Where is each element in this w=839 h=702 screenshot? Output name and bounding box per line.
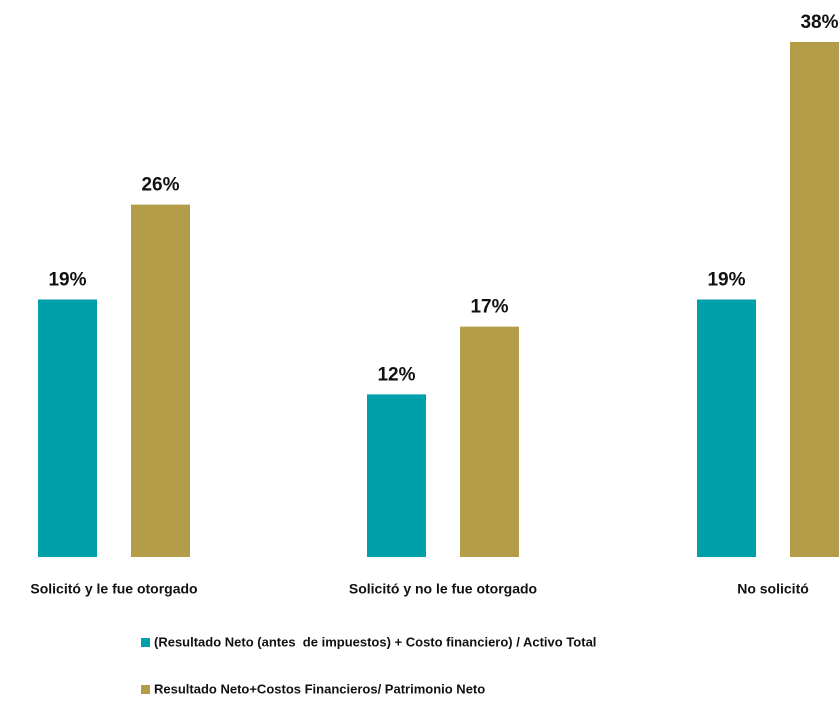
- bar: [790, 42, 839, 557]
- legend-label: Resultado Neto+Costos Financieros/ Patri…: [154, 681, 485, 696]
- legend-swatch: [141, 685, 150, 694]
- legend-swatch: [141, 638, 150, 647]
- legend-label: (Resultado Neto (antes de impuestos) + C…: [154, 634, 596, 649]
- x-tick-label: No solicitó: [737, 581, 809, 597]
- value-label: 12%: [377, 364, 415, 385]
- value-label: 26%: [141, 175, 179, 196]
- bar: [460, 326, 519, 557]
- value-label: 19%: [707, 270, 745, 291]
- value-label: 17%: [470, 297, 508, 318]
- value-label: 19%: [48, 270, 86, 291]
- x-tick-label: Solicitó y le fue otorgado: [30, 581, 197, 597]
- bar: [131, 204, 190, 557]
- x-tick-label: Solicitó y no le fue otorgado: [349, 581, 537, 597]
- bar: [367, 394, 426, 557]
- value-label: 38%: [800, 12, 838, 33]
- bar: [38, 299, 97, 557]
- bar: [697, 299, 756, 557]
